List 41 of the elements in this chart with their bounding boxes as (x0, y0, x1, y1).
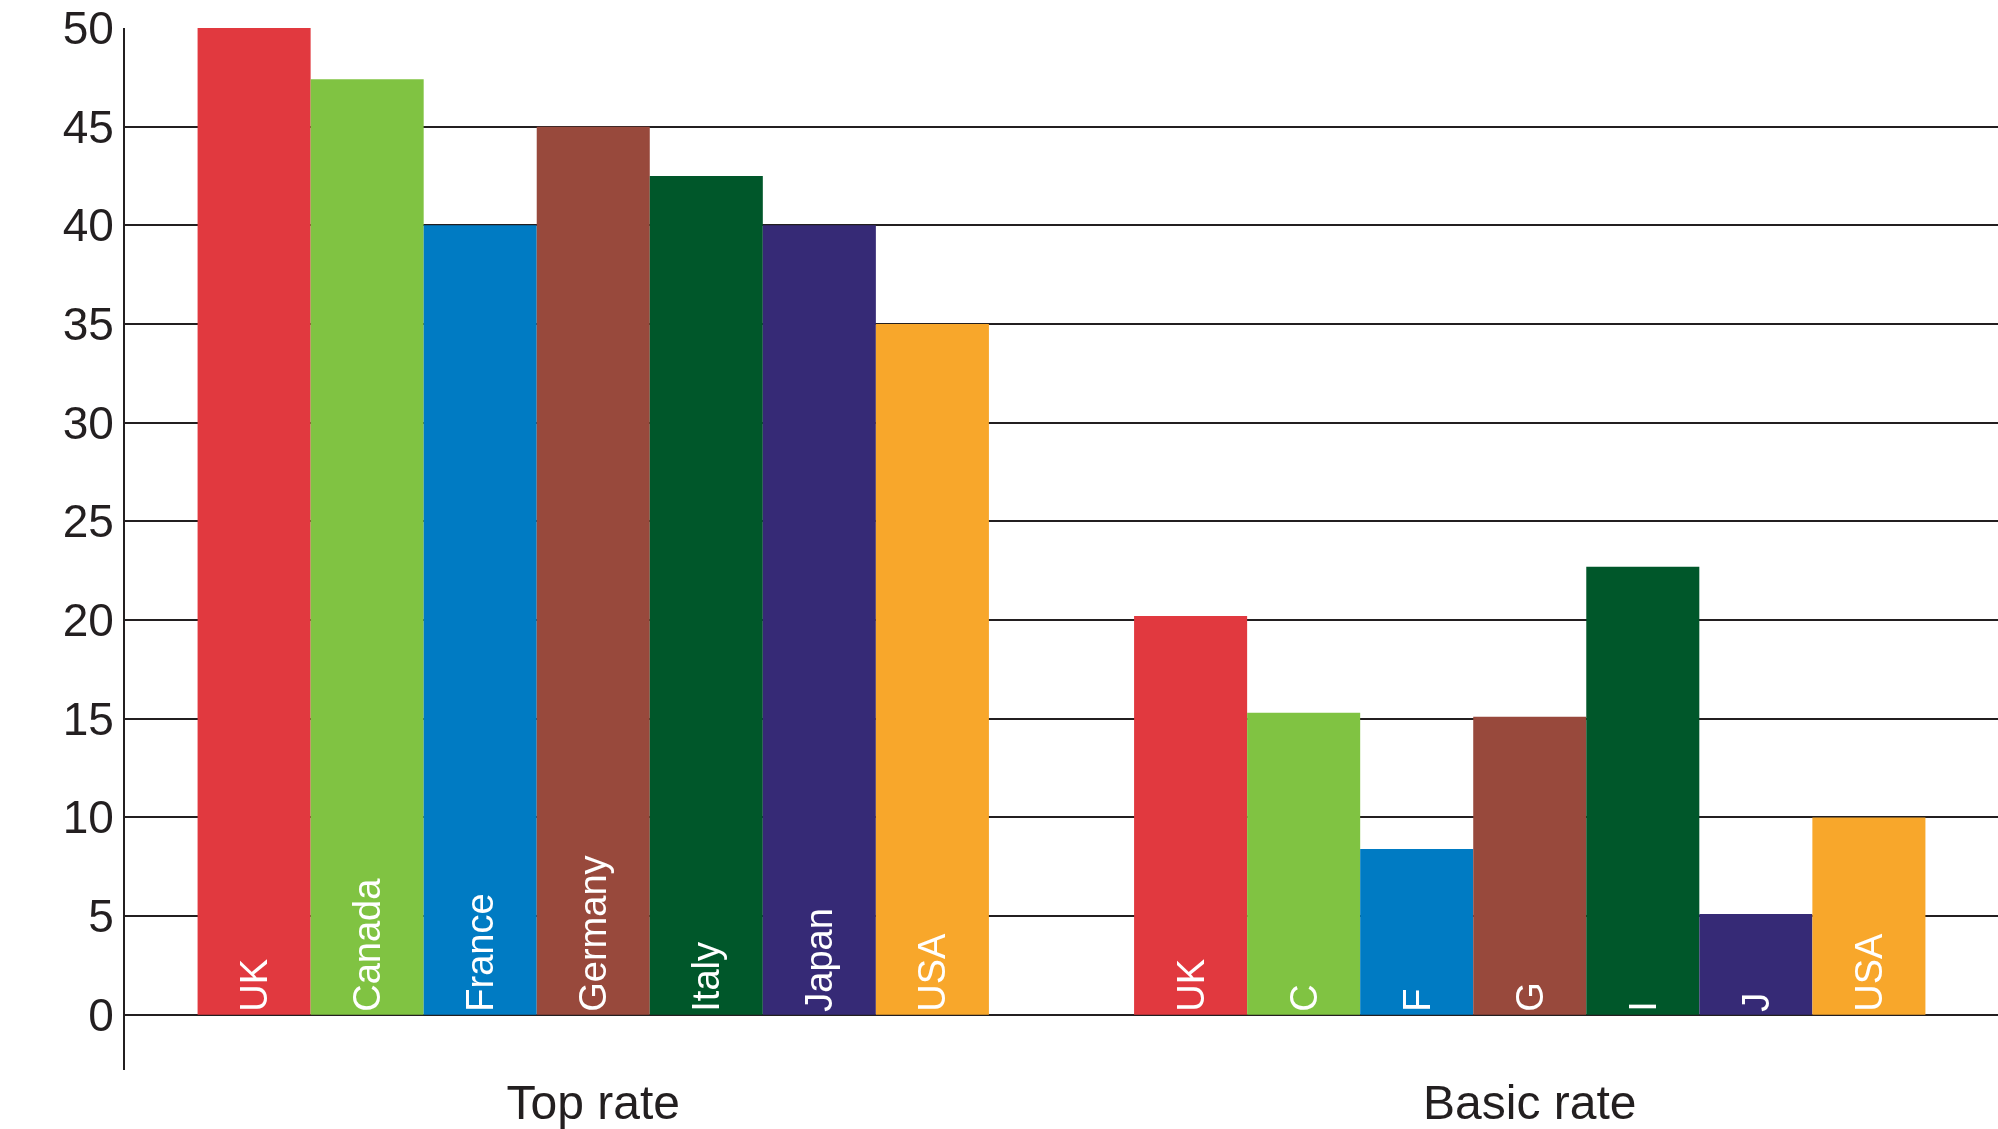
data-label: C (1282, 984, 1325, 1012)
data-label: USA (911, 932, 954, 1012)
data-label: G (1508, 982, 1551, 1012)
bar (1247, 712, 1361, 1015)
data-label: Japan (798, 908, 841, 1012)
data-label: I (1621, 1001, 1664, 1012)
data-label: Germany (572, 855, 615, 1012)
data-label: J (1734, 992, 1777, 1012)
data-label: UK (1169, 958, 1212, 1012)
data-label: USA (1847, 932, 1890, 1012)
bar (310, 79, 424, 1015)
y-tick-label: 50 (62, 2, 114, 55)
bar (762, 225, 876, 1015)
x-tick-label: Basic rate (1423, 1076, 1637, 1129)
bar (1586, 566, 1700, 1015)
y-tick-label: 20 (62, 594, 114, 647)
bar (1473, 716, 1587, 1015)
bar (1134, 616, 1248, 1015)
bar (875, 324, 989, 1015)
y-tick-label: 35 (62, 298, 114, 351)
bar (1699, 914, 1813, 1015)
data-label: F (1395, 988, 1438, 1012)
y-tick-label: 45 (62, 100, 114, 153)
bar (423, 225, 537, 1015)
y-tick-label: 15 (62, 692, 114, 745)
x-tick-label: Top rate (506, 1076, 680, 1129)
y-tick-label: 5 (88, 890, 114, 943)
bar (536, 126, 650, 1015)
y-tick-label: 40 (62, 199, 114, 252)
data-label: France (459, 893, 502, 1012)
bar (197, 28, 311, 1015)
data-label: UK (233, 958, 276, 1012)
bar (1360, 848, 1474, 1015)
data-label: Italy (685, 942, 728, 1012)
y-tick-label: 10 (62, 791, 114, 844)
y-tick-label: 25 (62, 495, 114, 548)
bar (1812, 817, 1926, 1015)
y-tick-label: 0 (88, 988, 114, 1041)
y-tick-label: 30 (62, 396, 114, 449)
bar (649, 176, 763, 1015)
data-label: Canada (346, 877, 389, 1012)
